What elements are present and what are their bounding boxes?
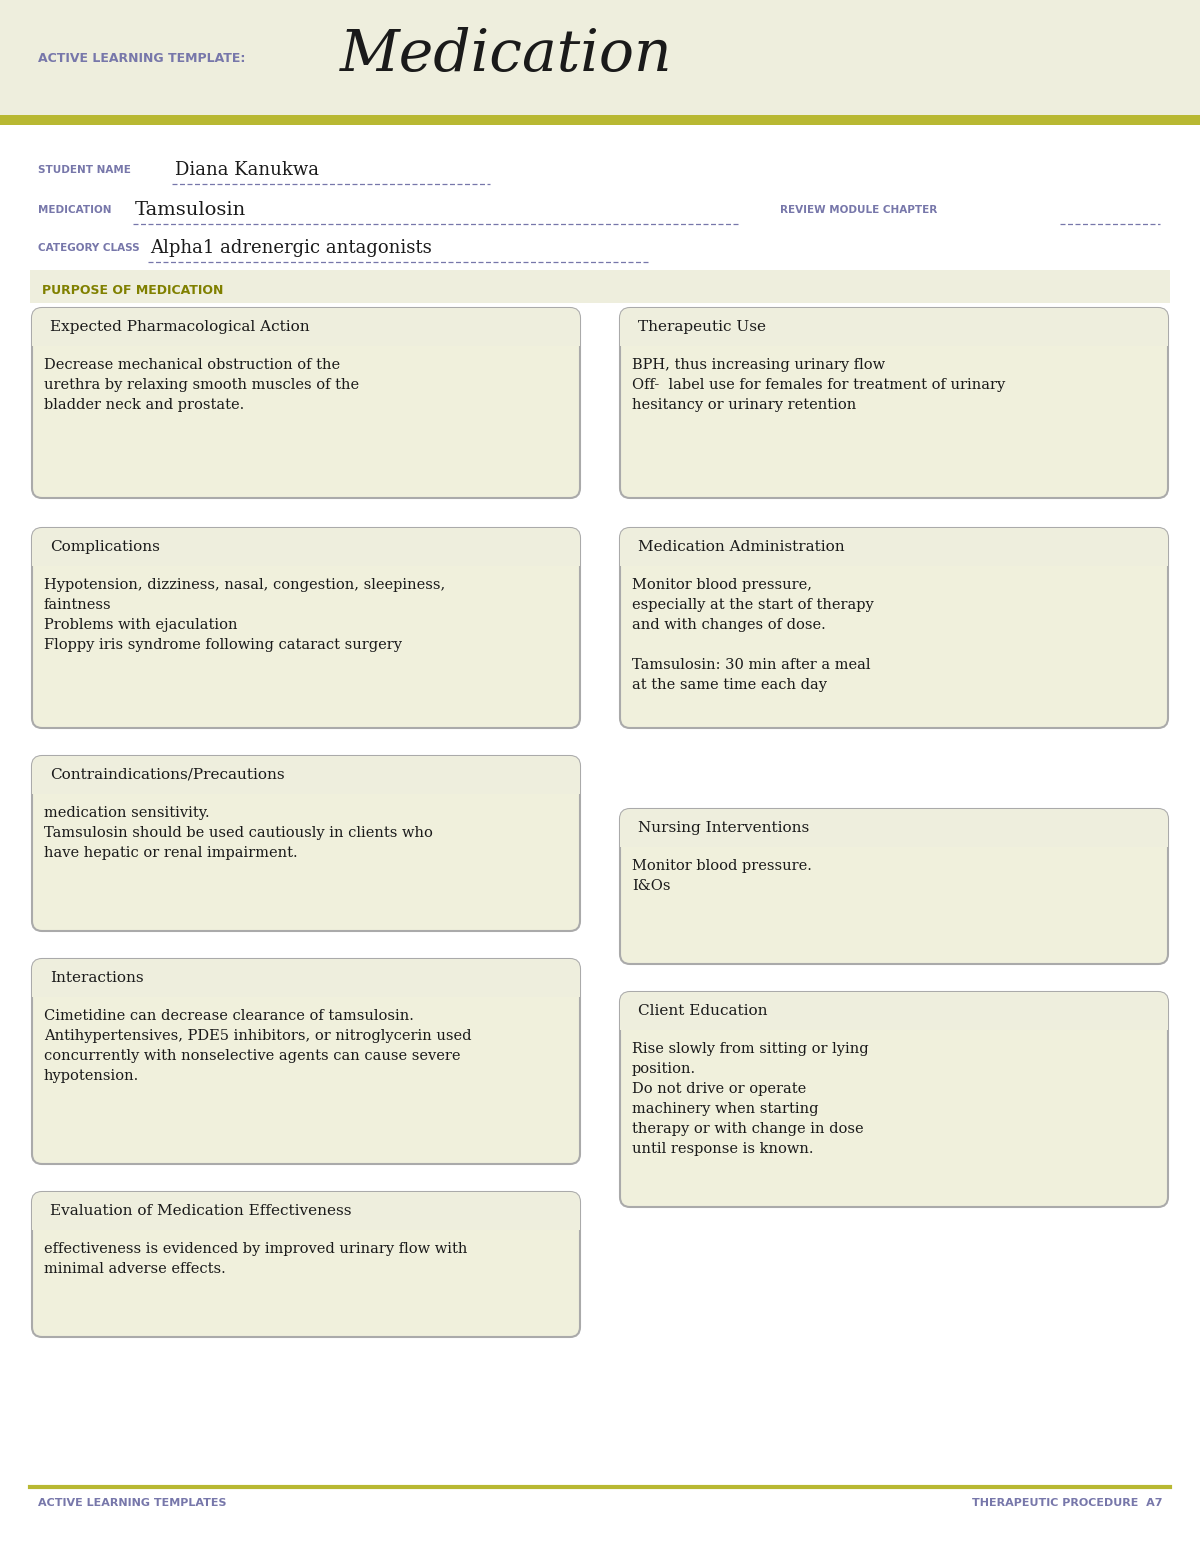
FancyBboxPatch shape <box>620 528 1168 728</box>
Text: Therapeutic Use: Therapeutic Use <box>638 320 766 334</box>
FancyBboxPatch shape <box>32 1193 580 1230</box>
FancyBboxPatch shape <box>620 809 1168 846</box>
Text: medication sensitivity.
Tamsulosin should be used cautiously in clients who
have: medication sensitivity. Tamsulosin shoul… <box>44 806 433 860</box>
Text: Medication Administration: Medication Administration <box>638 540 845 554</box>
Text: ACTIVE LEARNING TEMPLATE:: ACTIVE LEARNING TEMPLATE: <box>38 51 245 65</box>
Text: Nursing Interventions: Nursing Interventions <box>638 822 809 836</box>
FancyBboxPatch shape <box>32 756 580 930</box>
Bar <box>32 328 580 346</box>
Text: PURPOSE OF MEDICATION: PURPOSE OF MEDICATION <box>42 284 223 298</box>
FancyBboxPatch shape <box>32 528 580 565</box>
Text: Medication: Medication <box>340 26 673 84</box>
FancyBboxPatch shape <box>620 992 1168 1030</box>
Bar <box>620 547 1168 565</box>
Bar <box>32 978 580 997</box>
Text: MEDICATION: MEDICATION <box>38 205 112 214</box>
Bar <box>620 328 1168 346</box>
Text: Hypotension, dizziness, nasal, congestion, sleepiness,
faintness
Problems with e: Hypotension, dizziness, nasal, congestio… <box>44 578 445 652</box>
Text: Expected Pharmacological Action: Expected Pharmacological Action <box>50 320 310 334</box>
Bar <box>620 828 1168 846</box>
Bar <box>0 115 1200 124</box>
Text: REVIEW MODULE CHAPTER: REVIEW MODULE CHAPTER <box>780 205 937 214</box>
Bar <box>30 270 1170 303</box>
Text: Monitor blood pressure.
I&Os: Monitor blood pressure. I&Os <box>632 859 812 893</box>
Text: THERAPEUTIC PROCEDURE  A7: THERAPEUTIC PROCEDURE A7 <box>972 1499 1162 1508</box>
Text: STUDENT NAME: STUDENT NAME <box>38 165 131 175</box>
Bar <box>620 1011 1168 1030</box>
FancyBboxPatch shape <box>32 960 580 1165</box>
Text: Tamsulosin: Tamsulosin <box>134 200 246 219</box>
FancyBboxPatch shape <box>32 756 580 794</box>
Text: Rise slowly from sitting or lying
position.
Do not drive or operate
machinery wh: Rise slowly from sitting or lying positi… <box>632 1042 869 1157</box>
Text: Evaluation of Medication Effectiveness: Evaluation of Medication Effectiveness <box>50 1204 352 1218</box>
Text: Alpha1 adrenergic antagonists: Alpha1 adrenergic antagonists <box>150 239 432 256</box>
FancyBboxPatch shape <box>620 992 1168 1207</box>
FancyBboxPatch shape <box>32 1193 580 1337</box>
FancyBboxPatch shape <box>620 307 1168 499</box>
FancyBboxPatch shape <box>620 809 1168 964</box>
FancyBboxPatch shape <box>620 307 1168 346</box>
FancyBboxPatch shape <box>32 960 580 997</box>
FancyBboxPatch shape <box>32 528 580 728</box>
Text: Client Education: Client Education <box>638 1003 768 1019</box>
Text: Monitor blood pressure,
especially at the start of therapy
and with changes of d: Monitor blood pressure, especially at th… <box>632 578 874 693</box>
Text: Diana Kanukwa: Diana Kanukwa <box>175 162 319 179</box>
Text: BPH, thus increasing urinary flow
Off-  label use for females for treatment of u: BPH, thus increasing urinary flow Off- l… <box>632 359 1006 412</box>
Text: Interactions: Interactions <box>50 971 144 985</box>
FancyBboxPatch shape <box>32 307 580 346</box>
Bar <box>32 1211 580 1230</box>
Bar <box>32 547 580 565</box>
Text: Complications: Complications <box>50 540 160 554</box>
Text: Contraindications/Precautions: Contraindications/Precautions <box>50 769 284 783</box>
Text: effectiveness is evidenced by improved urinary flow with
minimal adverse effects: effectiveness is evidenced by improved u… <box>44 1242 467 1277</box>
FancyBboxPatch shape <box>620 528 1168 565</box>
Text: Decrease mechanical obstruction of the
urethra by relaxing smooth muscles of the: Decrease mechanical obstruction of the u… <box>44 359 359 412</box>
Text: CATEGORY CLASS: CATEGORY CLASS <box>38 242 139 253</box>
Text: ACTIVE LEARNING TEMPLATES: ACTIVE LEARNING TEMPLATES <box>38 1499 227 1508</box>
Bar <box>32 775 580 794</box>
FancyBboxPatch shape <box>32 307 580 499</box>
Bar <box>0 0 1200 115</box>
Text: Cimetidine can decrease clearance of tamsulosin.
Antihypertensives, PDE5 inhibit: Cimetidine can decrease clearance of tam… <box>44 1009 472 1082</box>
